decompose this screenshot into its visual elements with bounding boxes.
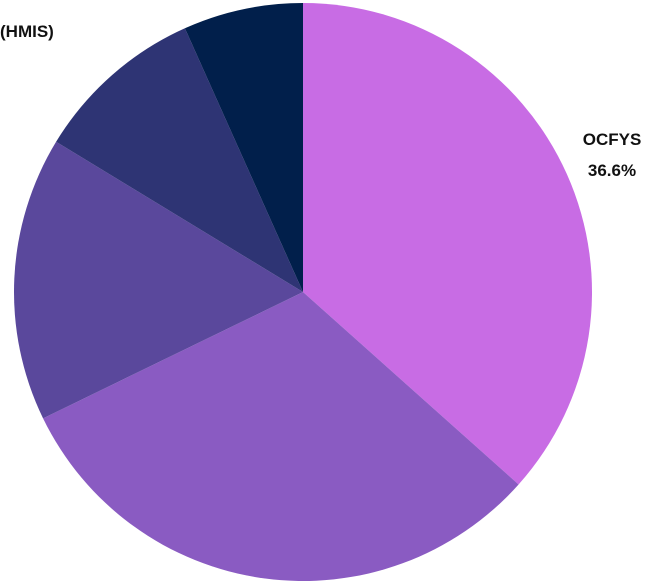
pie-slice-3 — [13, 141, 304, 419]
pie-slice-5 — [184, 3, 303, 292]
slice-label-ocfys-value: 36.6% — [588, 161, 636, 180]
slice-label-ocfys-name: OCFYS — [583, 130, 642, 149]
slice-label-hmis-name: (HMIS) — [0, 22, 54, 41]
pie-slice-4 — [56, 28, 303, 292]
pie-slices — [13, 2, 593, 582]
pie-slice-2 — [43, 292, 519, 582]
pie-labels: OCFYS 36.6% (HMIS) — [0, 22, 641, 180]
pie-slice-1 — [303, 2, 593, 485]
